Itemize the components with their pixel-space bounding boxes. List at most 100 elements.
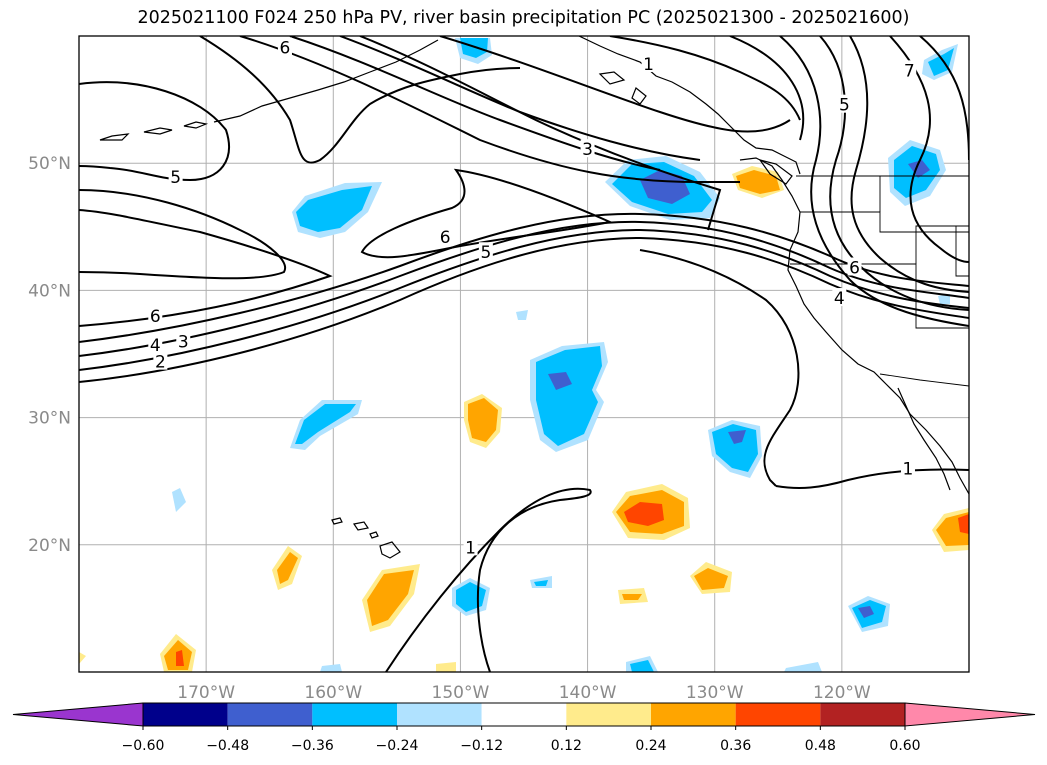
chart-title: 2025021100 F024 250 hPa PV, river basin …	[137, 8, 910, 28]
colorbar-outline	[142, 702, 906, 727]
colorbar-segment	[651, 703, 736, 726]
contour-label-bg	[438, 226, 453, 245]
longitude-tick-label: 120°W	[813, 683, 871, 703]
hawaii-island	[353, 521, 369, 531]
colorbar-segment	[566, 703, 651, 726]
precip-blob-negative	[296, 186, 372, 232]
colorbar-tick-label: 0.24	[635, 738, 666, 754]
precip-blob-negative	[172, 488, 186, 512]
contour-label-bg	[832, 288, 847, 307]
colorbar-extend-low	[12, 702, 144, 727]
pv-contour-2	[79, 236, 969, 383]
colorbar-segment	[227, 703, 313, 726]
contour-label: 3	[178, 332, 189, 352]
precip-blob-positive	[468, 398, 498, 442]
aleutian-island	[99, 133, 130, 141]
colorbar-segment	[481, 703, 567, 726]
hawaii-island	[369, 531, 379, 539]
contour-label-bg	[148, 305, 163, 324]
latitude-labels: 50°N 40°N 30°N 20°N	[28, 154, 71, 556]
contour-label-bg	[837, 94, 852, 113]
longitude-tick-label: 140°W	[559, 683, 617, 703]
contour-label-bg	[902, 60, 917, 79]
vancouver-island	[758, 159, 793, 185]
contour-label: 4	[150, 336, 161, 356]
baja-coast	[897, 387, 951, 491]
pv-contour-north	[609, 36, 801, 121]
hawaii-island	[331, 517, 343, 525]
hawaii-island	[379, 541, 401, 559]
colorbar-tick-label: −0.48	[206, 738, 249, 754]
precip-blob-negative	[784, 662, 822, 672]
colorbar-tick-label: −0.24	[376, 738, 419, 754]
longitude-tick-label: 150°W	[432, 683, 490, 703]
contour-label: 5	[839, 96, 850, 116]
pv-contour-5-west	[79, 81, 230, 182]
precip-blob-negative	[938, 294, 950, 304]
pv-contour-ne	[729, 36, 805, 141]
pv-contour-6-west	[79, 189, 287, 280]
pv-contour-1-east	[775, 468, 969, 489]
colorbar-tick-label: 0.60	[889, 738, 920, 754]
longitude-tick-label: 170°W	[177, 683, 235, 703]
precip-blob-positive	[367, 570, 414, 626]
colorbar-tick-label: −0.36	[291, 738, 334, 754]
latitude-tick-label: 30°N	[28, 409, 71, 429]
contour-label: 6	[280, 38, 291, 58]
contour-label-bg	[847, 257, 862, 276]
colorbar-segment	[143, 703, 228, 726]
precip-blob-negative	[295, 404, 356, 444]
contour-label: 6	[440, 228, 451, 248]
pv-contour-ne	[849, 36, 969, 293]
precip-anomalies	[79, 38, 969, 672]
precip-blob-negative	[320, 664, 342, 672]
longitude-tick-label: 160°W	[304, 683, 362, 703]
contour-label-bg	[148, 335, 163, 354]
precip-blob-negative	[728, 430, 746, 444]
contour-label: 7	[904, 61, 915, 81]
contour-label: 4	[834, 289, 845, 309]
precip-blob-negative	[548, 372, 572, 390]
pv-contour-ne	[819, 36, 969, 311]
precip-blob-positive	[736, 170, 780, 194]
colorbar-segment	[735, 703, 821, 726]
state-border	[800, 211, 969, 233]
precip-blob-positive	[277, 552, 298, 584]
precip-blob-positive	[694, 568, 728, 590]
colorbar-tick-label: −0.12	[460, 738, 503, 754]
pv-contour-6-northwest	[199, 36, 521, 164]
contour-label-bg	[277, 37, 292, 56]
contour-label: 1	[643, 55, 654, 75]
colorbar-segment	[312, 703, 397, 726]
contour-label: 5	[170, 168, 181, 188]
contour-label-bg	[900, 458, 915, 477]
gridlines	[79, 36, 969, 672]
map-frame	[78, 35, 970, 673]
pv-contour-ne	[779, 36, 969, 327]
contour-label-bg	[153, 351, 168, 370]
pv-contour-north	[439, 36, 791, 133]
precip-blob-negative	[630, 660, 654, 672]
pv-contour-1-south	[385, 487, 592, 672]
contour-label: 5	[480, 243, 491, 263]
colorbar-tick-label: 0.48	[805, 738, 836, 754]
pv-contours	[79, 36, 969, 672]
colorbar-tick-label: −0.60	[122, 738, 165, 754]
colorbar-tick-label: 0.36	[720, 738, 751, 754]
contour-label: 1	[465, 538, 476, 558]
precip-blob-positive	[79, 652, 86, 664]
latitude-tick-label: 40°N	[28, 281, 71, 301]
contour-label-bg	[176, 331, 191, 350]
colorbar-segment	[397, 703, 482, 726]
colorbar-extend-high	[904, 702, 1036, 727]
colorbar-tick-label: 0.12	[551, 738, 582, 754]
contour-label-bg	[641, 53, 656, 72]
precip-blob-negative	[908, 160, 930, 178]
precip-blob-negative	[536, 346, 602, 446]
contour-label-bg	[580, 139, 595, 158]
contour-label: 6	[150, 307, 161, 327]
precip-blob-positive	[958, 514, 969, 534]
colorbar: −0.60 −0.48 −0.36 −0.24 −0.12 0.12 0.24 0.36 0.4…	[12, 702, 1036, 754]
contour-label-bg	[168, 167, 183, 186]
